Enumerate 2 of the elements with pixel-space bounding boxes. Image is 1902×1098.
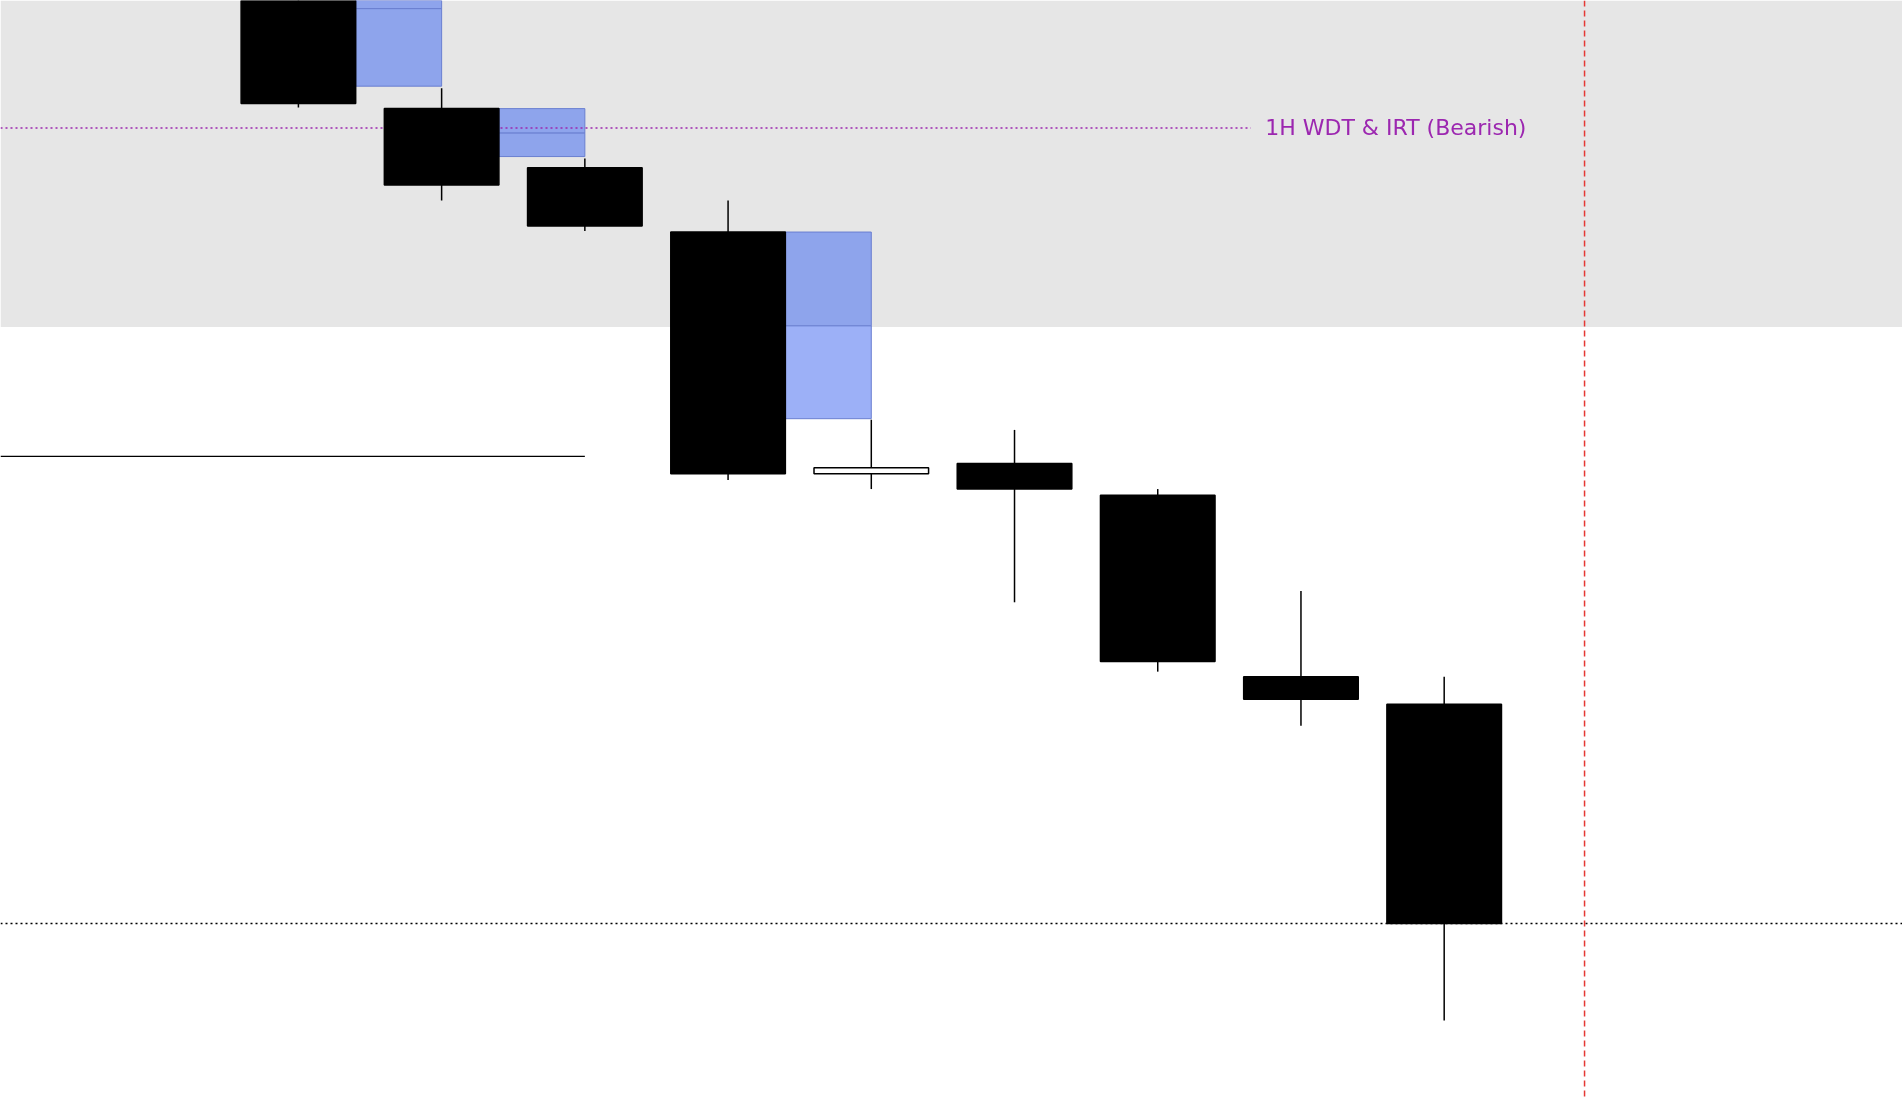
candlestick (813, 418, 930, 490)
ref-line-label: 1H WDT & IRT (Bearish) (1265, 115, 1527, 141)
